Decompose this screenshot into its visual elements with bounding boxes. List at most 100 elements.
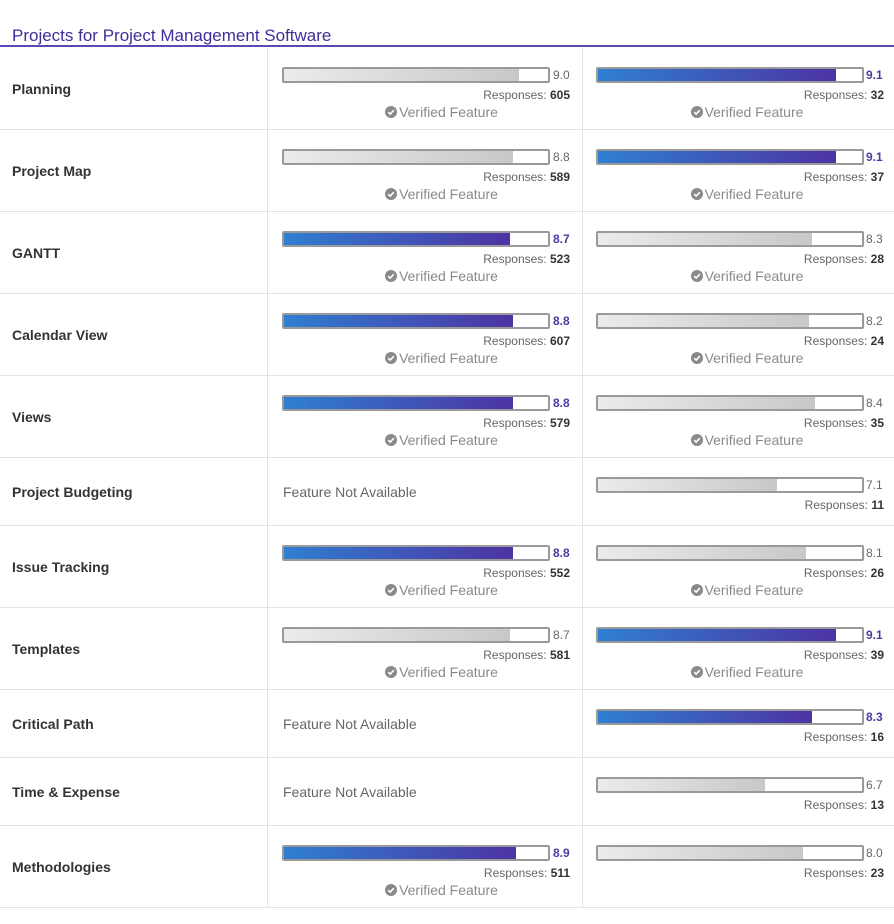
- rating-bar: [596, 395, 864, 411]
- rating-bar-fill: [284, 397, 513, 409]
- page-header: Projects for Project Management Software: [0, 0, 894, 47]
- responses-label: Responses:: [483, 334, 547, 348]
- product-b-cell: 8.0 Responses: 23: [584, 826, 894, 907]
- responses-label: Responses:: [803, 88, 868, 102]
- rating-score: 8.0: [866, 846, 883, 860]
- verified-label: Verified Feature: [704, 186, 804, 202]
- check-circle-icon: [385, 433, 398, 446]
- feature-label-cell: GANTT: [0, 212, 268, 293]
- rating-score: 8.1: [866, 546, 883, 560]
- rating-score: 8.8: [553, 546, 570, 560]
- responses-count: Responses: 37: [804, 170, 884, 184]
- responses-label: Responses:: [483, 416, 547, 430]
- table-row: Methodologies 8.9 Responses: 511 Verified F…: [0, 826, 894, 908]
- feature-label-cell: Planning: [0, 48, 268, 129]
- product-a-cell: 9.0 Responses: 605 Verified Feature: [269, 48, 583, 129]
- rating-bar: [596, 545, 864, 561]
- rating-score: 6.7: [866, 778, 883, 792]
- responses-value: 39: [870, 648, 884, 662]
- feature-label-cell: Templates: [0, 608, 268, 689]
- rating-bar: [282, 845, 550, 861]
- rating-bar: [596, 477, 864, 493]
- verified-feature-badge: Verified Feature: [269, 582, 582, 598]
- product-b-cell: 8.3 Responses: 16: [584, 690, 894, 757]
- product-b-cell: 8.1 Responses: 26 Verified Feature: [584, 526, 894, 607]
- responses-value: 579: [549, 416, 570, 430]
- verified-feature-badge: Verified Feature: [584, 268, 894, 284]
- product-b-cell: 8.3 Responses: 28 Verified Feature: [584, 212, 894, 293]
- rating-bar: [282, 395, 550, 411]
- rating-bar: [282, 313, 550, 329]
- responses-value: 37: [870, 170, 884, 184]
- table-row: Planning 9.0 Responses: 605 Verified Featur…: [0, 48, 894, 130]
- table-row: Project Budgeting Feature Not Available 7.…: [0, 458, 894, 526]
- feature-label-cell: Time & Expense: [0, 758, 268, 825]
- check-circle-icon: [690, 187, 703, 200]
- product-a-cell: Feature Not Available: [269, 758, 583, 825]
- rating-score: 8.4: [866, 396, 883, 410]
- product-a-cell: 8.8 Responses: 607 Verified Feature: [269, 294, 583, 375]
- responses-label: Responses:: [483, 648, 547, 662]
- responses-count: Responses: 581: [483, 648, 570, 662]
- page-title: Projects for Project Management Software: [12, 26, 332, 45]
- rating-bar: [596, 709, 864, 725]
- rating-bar: [596, 627, 864, 643]
- verified-label: Verified Feature: [399, 882, 498, 898]
- rating-bar-fill: [598, 315, 810, 327]
- rating-bar-fill: [284, 315, 513, 327]
- feature-name: Templates: [12, 640, 81, 657]
- responses-label: Responses:: [803, 648, 868, 662]
- table-row: Calendar View 8.8 Responses: 607 Verified F…: [0, 294, 894, 376]
- check-circle-icon: [385, 269, 398, 282]
- table-row: Issue Tracking 8.8 Responses: 552 Verified …: [0, 526, 894, 608]
- check-circle-icon: [690, 583, 703, 596]
- rating-score: 9.1: [866, 68, 883, 82]
- verified-label: Verified Feature: [399, 664, 498, 680]
- responses-count: Responses: 579: [483, 416, 570, 430]
- responses-count: Responses: 523: [483, 252, 570, 266]
- not-available-text: Feature Not Available: [283, 783, 417, 800]
- rating-bar-fill: [284, 629, 510, 641]
- responses-count: Responses: 552: [483, 566, 570, 580]
- responses-value: 32: [870, 88, 884, 102]
- rating-bar-fill: [598, 479, 777, 491]
- responses-label: Responses:: [803, 170, 868, 184]
- verified-label: Verified Feature: [399, 350, 498, 366]
- check-circle-icon: [690, 665, 703, 678]
- feature-label-cell: Issue Tracking: [0, 526, 268, 607]
- feature-name: Methodologies: [12, 858, 111, 875]
- rating-score: 8.8: [553, 396, 570, 410]
- responses-label: Responses:: [483, 566, 547, 580]
- feature-name: Issue Tracking: [12, 558, 110, 575]
- verified-feature-badge: Verified Feature: [269, 664, 582, 680]
- rating-bar: [596, 845, 864, 861]
- product-a-cell: 8.7 Responses: 581 Verified Feature: [269, 608, 583, 689]
- responses-value: 523: [549, 252, 570, 266]
- product-a-cell: 8.7 Responses: 523 Verified Feature: [269, 212, 583, 293]
- responses-value: 23: [870, 866, 884, 880]
- rating-score: 9.1: [866, 150, 883, 164]
- table-row: Time & Expense Feature Not Available 6.7 Re…: [0, 758, 894, 826]
- responses-label: Responses:: [803, 798, 868, 812]
- rating-bar: [596, 149, 864, 165]
- responses-value: 589: [549, 170, 570, 184]
- rating-bar-fill: [598, 847, 804, 859]
- product-b-cell: 7.1 Responses: 11: [584, 458, 894, 525]
- check-circle-icon: [385, 105, 398, 118]
- responses-count: Responses: 24: [804, 334, 884, 348]
- table-row: Templates 8.7 Responses: 581 Verified Featu…: [0, 608, 894, 690]
- feature-label-cell: Views: [0, 376, 268, 457]
- rating-bar: [282, 67, 550, 83]
- verified-label: Verified Feature: [399, 104, 498, 120]
- rating-bar: [282, 545, 550, 561]
- verified-feature-badge: Verified Feature: [269, 432, 582, 448]
- verified-feature-badge: Verified Feature: [269, 268, 582, 284]
- verified-feature-badge: Verified Feature: [269, 882, 582, 898]
- responses-value: 26: [870, 566, 884, 580]
- table-row: Views 8.8 Responses: 579 Verified Feature 8.…: [0, 376, 894, 458]
- check-circle-icon: [385, 187, 398, 200]
- responses-label: Responses:: [803, 416, 868, 430]
- product-b-cell: 9.1 Responses: 32 Verified Feature: [584, 48, 894, 129]
- rating-bar: [596, 67, 864, 83]
- rating-bar-fill: [598, 547, 807, 559]
